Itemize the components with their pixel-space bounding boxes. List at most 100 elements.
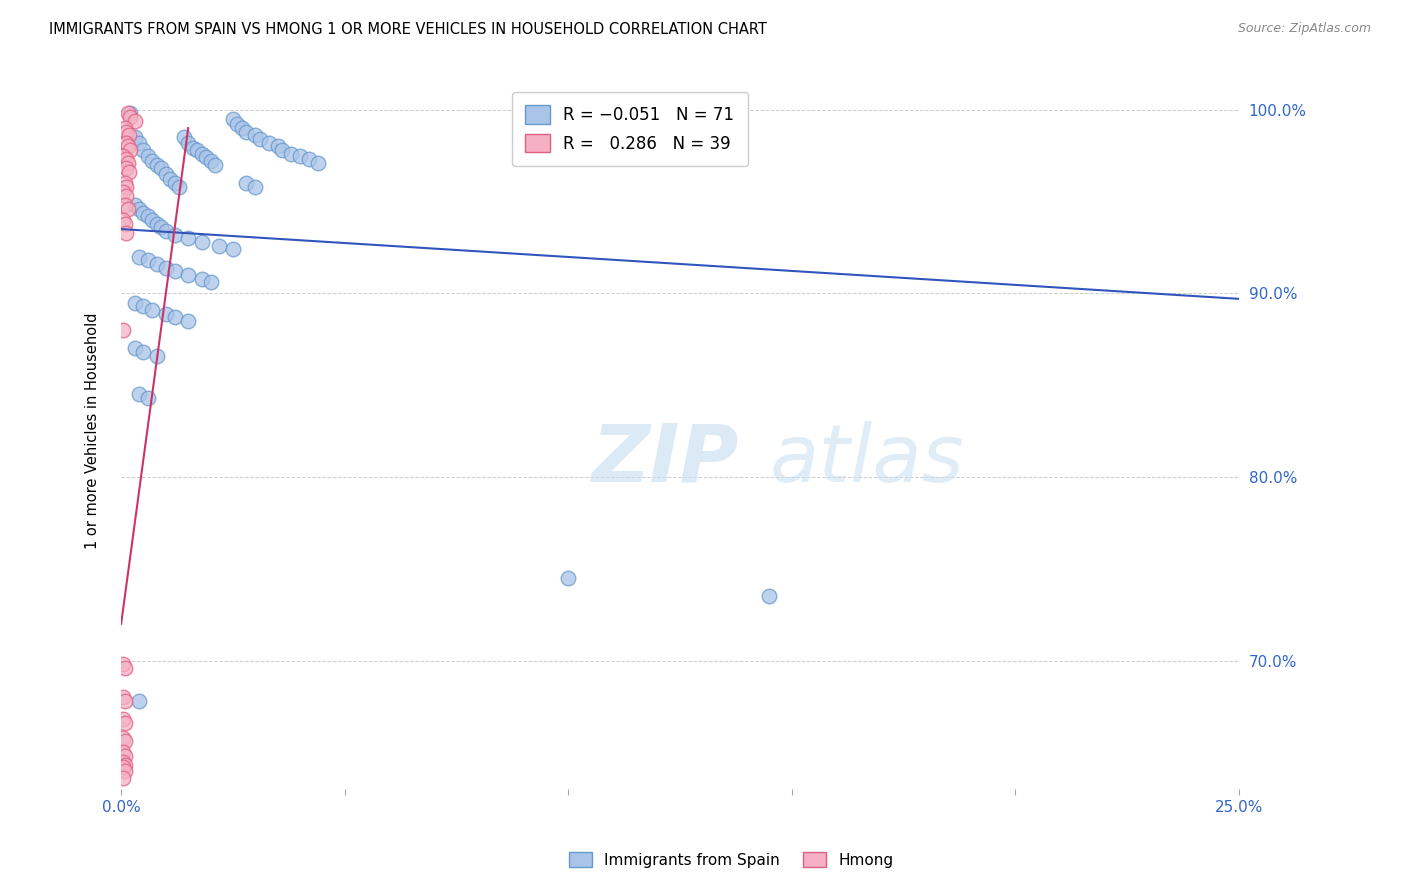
Point	[235, 176, 257, 190]
Point	[758, 590, 780, 604]
Point	[112, 712, 135, 726]
Point	[177, 268, 200, 282]
Point	[141, 213, 163, 227]
Point	[245, 128, 267, 143]
Point	[128, 250, 150, 264]
Point	[155, 167, 177, 181]
Point	[231, 121, 253, 136]
Point	[249, 132, 271, 146]
Point	[155, 306, 177, 320]
Point	[307, 156, 329, 170]
Point	[195, 151, 218, 165]
Point	[115, 179, 138, 194]
Point	[120, 143, 142, 157]
Point	[200, 276, 222, 290]
Point	[117, 202, 139, 216]
Point	[112, 657, 135, 672]
Point	[112, 186, 135, 200]
Legend: R = −0.051   N = 71, R =   0.286   N = 39: R = −0.051 N = 71, R = 0.286 N = 39	[512, 92, 748, 166]
Point	[112, 148, 135, 162]
Point	[128, 136, 150, 150]
Point	[136, 391, 159, 405]
Point	[190, 235, 212, 249]
Point	[298, 153, 321, 167]
Point	[257, 136, 280, 150]
Point	[177, 231, 200, 245]
Point	[117, 106, 139, 120]
Point	[288, 148, 311, 162]
Point	[146, 217, 169, 231]
Point	[146, 349, 169, 363]
Point	[124, 295, 146, 310]
Point	[114, 661, 136, 675]
Point	[120, 110, 142, 124]
Point	[112, 771, 135, 785]
Point	[117, 139, 139, 153]
Point	[120, 106, 142, 120]
Point	[190, 271, 212, 285]
Point	[124, 342, 146, 356]
Point	[114, 226, 136, 240]
Point	[141, 302, 163, 317]
Point	[167, 179, 190, 194]
Point	[112, 755, 135, 769]
Point	[114, 217, 136, 231]
Point	[115, 161, 138, 176]
Point	[163, 264, 186, 278]
Point	[280, 146, 302, 161]
Point	[118, 128, 141, 143]
Point	[114, 716, 136, 731]
Point	[114, 734, 136, 748]
Point	[128, 694, 150, 708]
Point	[114, 121, 136, 136]
Point	[112, 760, 135, 774]
Point	[124, 198, 146, 212]
Point	[222, 242, 245, 256]
Point	[150, 220, 173, 235]
Point	[114, 758, 136, 772]
Point	[155, 260, 177, 275]
Point	[128, 202, 150, 216]
Point	[150, 161, 173, 176]
Point	[173, 130, 195, 145]
Text: IMMIGRANTS FROM SPAIN VS HMONG 1 OR MORE VEHICLES IN HOUSEHOLD CORRELATION CHART: IMMIGRANTS FROM SPAIN VS HMONG 1 OR MORE…	[49, 22, 768, 37]
Point	[177, 136, 200, 150]
Point	[112, 690, 135, 705]
Point	[146, 158, 169, 172]
Point	[124, 113, 146, 128]
Point	[163, 310, 186, 325]
Point	[235, 125, 257, 139]
Point	[115, 125, 138, 139]
Point	[132, 205, 155, 219]
Point	[114, 189, 136, 203]
Point	[136, 253, 159, 268]
Point	[163, 227, 186, 242]
Point	[190, 146, 212, 161]
Point	[132, 143, 155, 157]
Point	[132, 345, 155, 359]
Point	[128, 387, 150, 401]
Legend: Immigrants from Spain, Hmong: Immigrants from Spain, Hmong	[562, 846, 900, 873]
Text: Source: ZipAtlas.com: Source: ZipAtlas.com	[1237, 22, 1371, 36]
Point	[200, 154, 222, 169]
Point	[114, 764, 136, 778]
Point	[245, 179, 267, 194]
Point	[117, 156, 139, 170]
Point	[271, 143, 294, 157]
Point	[557, 571, 579, 585]
Point	[208, 238, 231, 252]
Point	[114, 136, 136, 150]
Point	[141, 154, 163, 169]
Point	[181, 141, 204, 155]
Point	[118, 165, 141, 179]
Point	[112, 213, 135, 227]
Point	[112, 323, 135, 337]
Point	[266, 139, 288, 153]
Point	[186, 143, 208, 157]
Point	[114, 153, 136, 167]
Text: atlas: atlas	[769, 421, 965, 499]
Point	[114, 198, 136, 212]
Point	[159, 172, 181, 186]
Point	[114, 176, 136, 190]
Point	[226, 117, 249, 131]
